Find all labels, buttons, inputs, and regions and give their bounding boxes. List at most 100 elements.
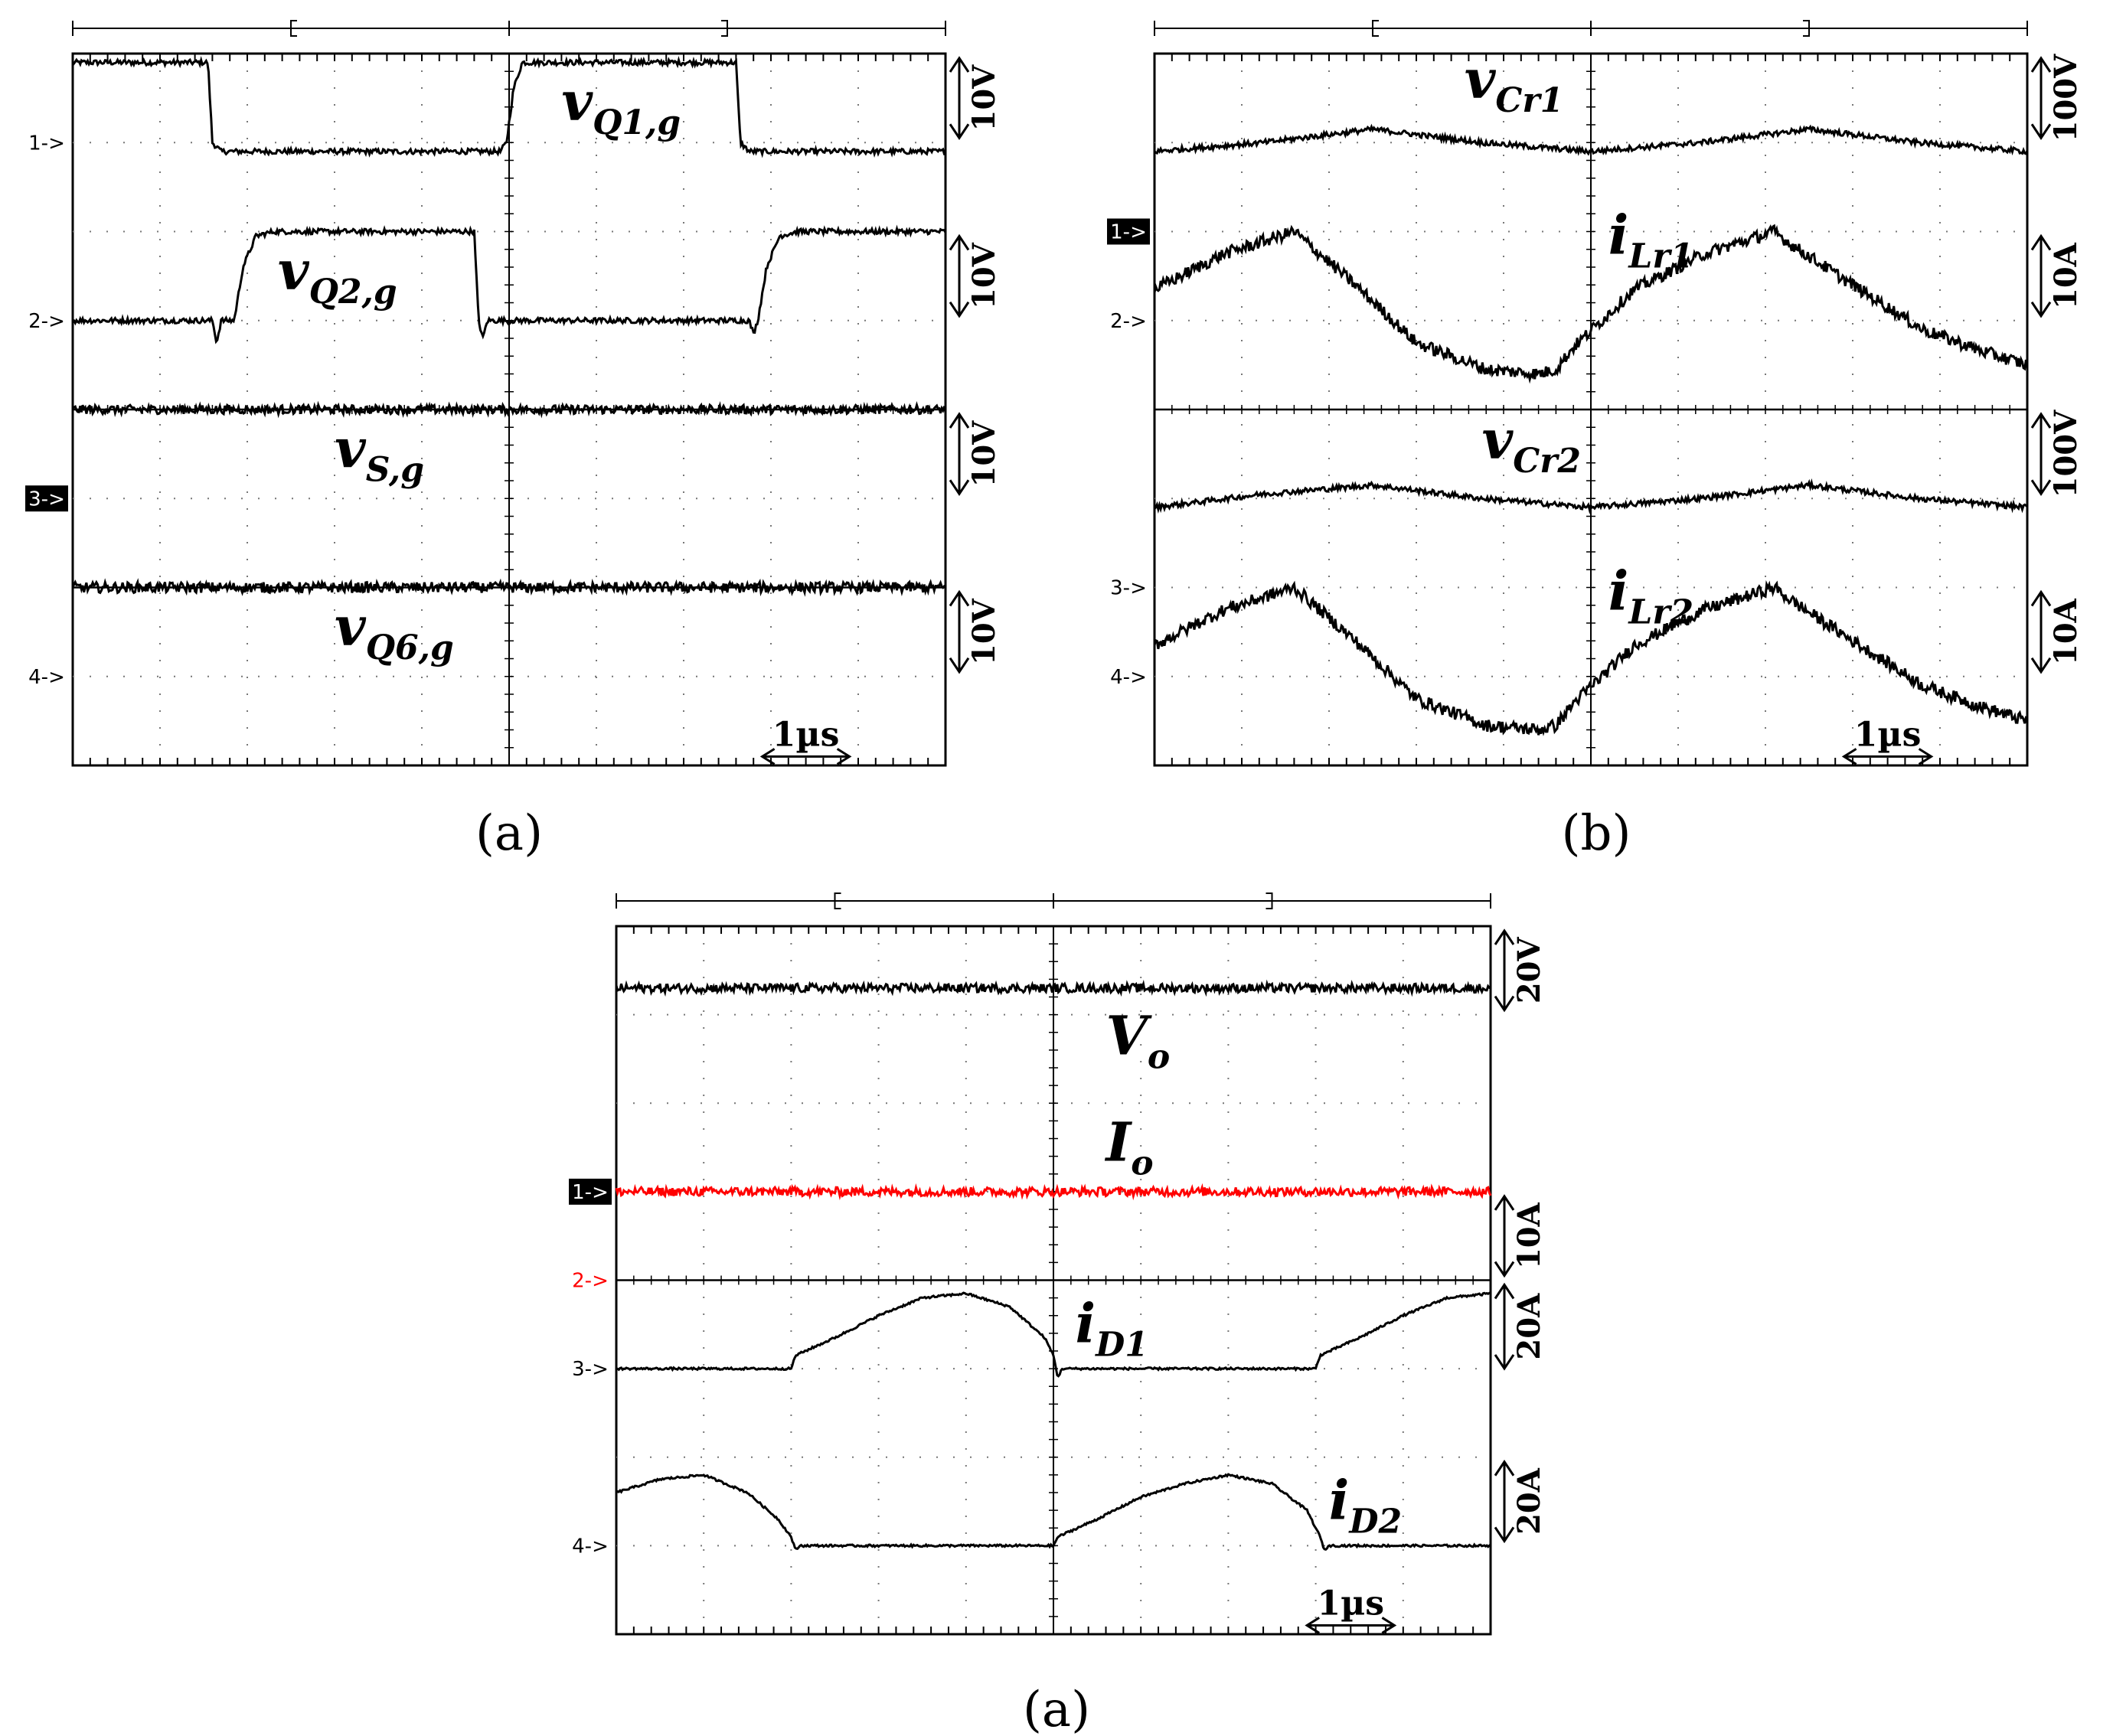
waveform-label: vCr1	[1465, 47, 1564, 120]
scale-label: 10V	[966, 64, 1002, 132]
waveform-label-main: v	[335, 417, 367, 481]
channel-marker: 3->	[572, 1358, 609, 1381]
scale-label: 10A	[2048, 242, 2084, 309]
waveform-Io	[615, 1183, 1492, 1201]
scale-label: 10V	[966, 420, 1002, 488]
scale-bar: 10V	[949, 233, 1002, 318]
waveform-vQ6,g	[71, 578, 946, 597]
scale-bar: 10A	[1494, 1194, 1547, 1278]
scale-label: 20A	[1511, 1293, 1547, 1360]
waveform-label-subscript: Q6,g	[366, 628, 454, 667]
scale-label: 20A	[1511, 1467, 1547, 1535]
waveform-label-main: v	[1482, 408, 1514, 472]
time-scale: 1µs	[1305, 1584, 1397, 1634]
waveform-label-main: i	[1608, 560, 1629, 623]
scale-bar: 20V	[1494, 928, 1547, 1013]
scale-bar: 10A	[2030, 589, 2084, 674]
arrow-up-icon	[2030, 233, 2052, 251]
scale-bar: 10A	[2030, 233, 2084, 318]
waveform-label-subscript: o	[1131, 1144, 1153, 1183]
scale-bar: 20A	[1494, 1282, 1547, 1371]
waveform-label: iLr2	[1608, 560, 1693, 632]
waveform-label-main: V	[1106, 1004, 1153, 1068]
scale-label: 10V	[966, 598, 1002, 665]
channel-marker: 2->	[572, 1270, 609, 1293]
graticule	[1153, 52, 2029, 767]
scale-bar: 100V	[2030, 54, 2084, 142]
waveform-label-subscript: Q2,g	[309, 272, 397, 312]
waveform-label-subscript: D1	[1094, 1325, 1148, 1364]
arrow-down-icon	[2030, 657, 2052, 674]
timebase-bar	[72, 20, 946, 37]
arrow-down-icon	[2030, 479, 2052, 496]
arrow-down-icon	[1494, 995, 1515, 1013]
waveform-label-subscript: Cr2	[1513, 442, 1581, 481]
scale-label: 100V	[2048, 410, 2084, 498]
waveform-label: vQ2,g	[278, 239, 397, 312]
time-scale-label: 1µs	[1317, 1584, 1384, 1623]
channel-marker: 3->	[28, 488, 65, 511]
arrow-up-icon	[2030, 56, 2052, 73]
waveform-label: iD2	[1329, 1469, 1402, 1542]
waveform-label: vQ6,g	[335, 595, 454, 667]
arrow-up-icon	[949, 412, 970, 429]
waveform-label: Vo	[1106, 1004, 1171, 1077]
arrow-right-icon	[1918, 748, 1934, 765]
arrow-left-icon	[759, 748, 776, 765]
scale-bar: 100V	[2030, 410, 2084, 498]
channel-marker: 3->	[1110, 577, 1147, 600]
waveform-label-subscript: o	[1148, 1038, 1170, 1077]
waveform-vCr2	[1153, 478, 2028, 515]
arrow-up-icon	[1494, 1282, 1515, 1300]
timebase-bar	[616, 892, 1491, 909]
arrow-down-icon	[949, 657, 970, 674]
channel-marker: 2->	[1110, 310, 1147, 333]
timebase-bracket	[1266, 892, 1273, 909]
arrow-down-icon	[949, 479, 970, 496]
scale-label: 100V	[2048, 54, 2084, 142]
waveform-label-main: i	[1329, 1469, 1350, 1532]
waveform-iLr1	[1153, 224, 2029, 384]
waveform-label-main: v	[278, 239, 310, 302]
waveform-vS,g	[72, 400, 947, 419]
timebase-bracket	[1372, 20, 1379, 37]
waveform-iLr2	[1153, 579, 2028, 736]
timebase-bracket	[834, 892, 841, 909]
caption-a: (a)	[475, 805, 543, 862]
waveform-label-subscript: Lr2	[1627, 593, 1693, 632]
arrow-up-icon	[949, 589, 970, 607]
arrow-up-icon	[1494, 1460, 1515, 1477]
waveform-label: vCr2	[1482, 408, 1582, 481]
arrow-up-icon	[2030, 412, 2052, 429]
waveform-label: vQ1,g	[561, 70, 681, 142]
time-scale: 1µs	[759, 715, 852, 765]
panel-a-oscilloscope: 1->2->3->4->10V10V10V10VvQ1,gvQ2,gvS,gvQ…	[25, 20, 1002, 767]
graticule	[615, 925, 1492, 1636]
scale-bar: 10V	[949, 412, 1002, 496]
timebase-bracket	[721, 20, 728, 37]
channel-marker: 2->	[28, 310, 65, 333]
scale-bar: 10V	[949, 589, 1002, 674]
arrow-up-icon	[1494, 928, 1515, 945]
channel-marker-box	[1107, 218, 1150, 245]
waveform-label-main: v	[335, 595, 367, 658]
scale-label: 10V	[966, 242, 1002, 309]
arrow-left-icon	[1841, 748, 1857, 765]
waveform-label-main: v	[561, 70, 593, 133]
arrow-up-icon	[2030, 589, 2052, 607]
scale-label: 10A	[2048, 598, 2084, 665]
caption-b: (b)	[1562, 805, 1631, 862]
waveform-label-main: v	[1465, 47, 1497, 111]
arrow-right-icon	[836, 748, 852, 765]
waveform-iD1	[616, 1291, 1491, 1378]
arrow-down-icon	[2030, 123, 2052, 140]
waveform-label: Io	[1105, 1110, 1154, 1183]
time-scale-label: 1µs	[772, 715, 840, 754]
time-scale: 1µs	[1841, 715, 1934, 765]
waveform-label: iLr1	[1608, 204, 1693, 276]
arrow-up-icon	[949, 233, 970, 251]
scale-bar: 10V	[949, 56, 1002, 140]
arrow-down-icon	[2030, 301, 2052, 318]
